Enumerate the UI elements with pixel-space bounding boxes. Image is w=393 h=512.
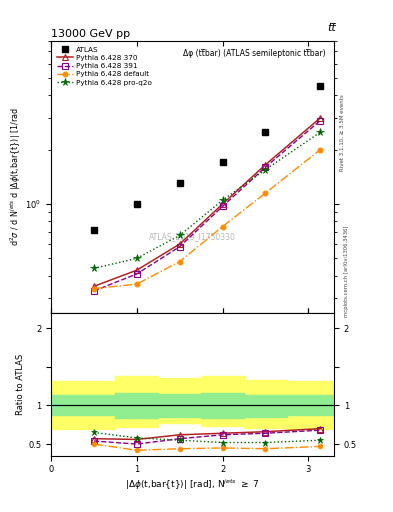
Line: ATLAS: ATLAS <box>91 83 323 233</box>
Y-axis label: d$^2\sigma$ / d N$^{jets}$ d |$\Delta\phi$(t,bar{t})| [1/rad: d$^2\sigma$ / d N$^{jets}$ d |$\Delta\ph… <box>8 108 22 246</box>
Pythia 6.428 pro-q2o <box>177 232 182 239</box>
Pythia 6.428 370 <box>220 201 225 207</box>
Pythia 6.428 391 <box>263 164 268 170</box>
Pythia 6.428 default <box>220 223 225 229</box>
Pythia 6.428 391 <box>318 117 323 123</box>
ATLAS <box>220 159 225 165</box>
Line: Pythia 6.428 pro-q2o: Pythia 6.428 pro-q2o <box>90 129 324 272</box>
Pythia 6.428 370 <box>92 283 96 289</box>
Legend: ATLAS, Pythia 6.428 370, Pythia 6.428 391, Pythia 6.428 default, Pythia 6.428 pr: ATLAS, Pythia 6.428 370, Pythia 6.428 39… <box>55 45 154 88</box>
Pythia 6.428 391 <box>220 203 225 209</box>
Line: Pythia 6.428 391: Pythia 6.428 391 <box>91 117 323 294</box>
Y-axis label: Ratio to ATLAS: Ratio to ATLAS <box>17 354 26 415</box>
Pythia 6.428 pro-q2o <box>263 166 268 173</box>
Line: Pythia 6.428 default: Pythia 6.428 default <box>92 147 323 291</box>
Pythia 6.428 391 <box>177 244 182 250</box>
Text: ATLAS_2019_I1750330: ATLAS_2019_I1750330 <box>149 232 236 241</box>
Pythia 6.428 default <box>263 190 268 196</box>
Text: Rivet 3.1.10, ≥ 3.5M events: Rivet 3.1.10, ≥ 3.5M events <box>340 95 345 172</box>
Pythia 6.428 370 <box>263 162 268 168</box>
Pythia 6.428 370 <box>177 241 182 247</box>
Pythia 6.428 pro-q2o <box>134 255 139 262</box>
ATLAS <box>177 180 182 186</box>
Pythia 6.428 391 <box>134 271 139 277</box>
Pythia 6.428 370 <box>318 115 323 121</box>
Line: Pythia 6.428 370: Pythia 6.428 370 <box>91 115 323 289</box>
Text: tt̅: tt̅ <box>327 23 336 33</box>
Pythia 6.428 default <box>134 281 139 287</box>
Text: 13000 GeV pp: 13000 GeV pp <box>51 29 130 39</box>
Text: Δφ (tt̅bar) (ATLAS semileptonic tt̅bar): Δφ (tt̅bar) (ATLAS semileptonic tt̅bar) <box>183 49 325 58</box>
ATLAS <box>263 129 268 135</box>
Pythia 6.428 370 <box>134 267 139 273</box>
Pythia 6.428 pro-q2o <box>318 129 323 135</box>
Text: mcplots.cern.ch [arXiv:1306.3436]: mcplots.cern.ch [arXiv:1306.3436] <box>344 226 349 317</box>
ATLAS <box>92 227 96 233</box>
Pythia 6.428 pro-q2o <box>92 265 96 271</box>
Pythia 6.428 391 <box>92 288 96 294</box>
Pythia 6.428 default <box>177 259 182 265</box>
X-axis label: |$\Delta\phi$(t,bar{t})| [rad], N$^{jets}$ $\geq$ 7: |$\Delta\phi$(t,bar{t})| [rad], N$^{jets… <box>125 477 260 492</box>
Pythia 6.428 default <box>318 146 323 153</box>
Pythia 6.428 default <box>92 286 96 292</box>
Pythia 6.428 pro-q2o <box>220 197 225 203</box>
ATLAS <box>134 201 139 207</box>
ATLAS <box>318 83 323 89</box>
